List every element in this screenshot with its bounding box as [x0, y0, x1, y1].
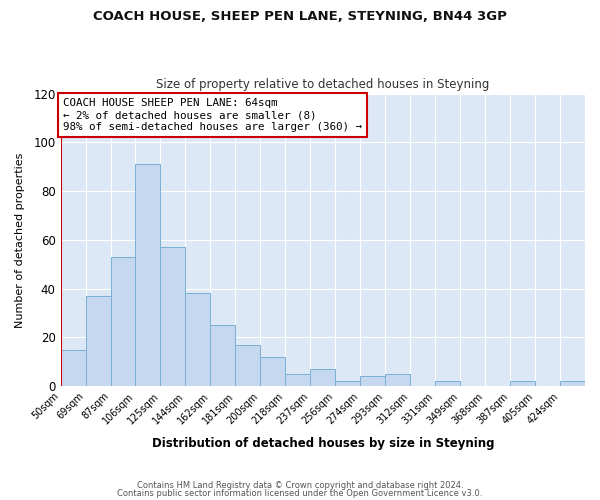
Text: Contains HM Land Registry data © Crown copyright and database right 2024.: Contains HM Land Registry data © Crown c…	[137, 481, 463, 490]
Bar	[211, 325, 235, 386]
Bar	[260, 357, 286, 386]
Bar	[235, 344, 260, 386]
Y-axis label: Number of detached properties: Number of detached properties	[15, 152, 25, 328]
Bar	[335, 381, 360, 386]
X-axis label: Distribution of detached houses by size in Steyning: Distribution of detached houses by size …	[152, 437, 494, 450]
Bar	[310, 369, 335, 386]
Bar	[435, 381, 460, 386]
Bar	[286, 374, 310, 386]
Text: Contains public sector information licensed under the Open Government Licence v3: Contains public sector information licen…	[118, 488, 482, 498]
Bar	[110, 257, 136, 386]
Bar	[510, 381, 535, 386]
Bar	[360, 376, 385, 386]
Text: COACH HOUSE, SHEEP PEN LANE, STEYNING, BN44 3GP: COACH HOUSE, SHEEP PEN LANE, STEYNING, B…	[93, 10, 507, 23]
Bar	[185, 294, 211, 386]
Bar	[136, 164, 160, 386]
Text: COACH HOUSE SHEEP PEN LANE: 64sqm
← 2% of detached houses are smaller (8)
98% of: COACH HOUSE SHEEP PEN LANE: 64sqm ← 2% o…	[63, 98, 362, 132]
Bar	[61, 350, 86, 386]
Title: Size of property relative to detached houses in Steyning: Size of property relative to detached ho…	[156, 78, 490, 91]
Bar	[560, 381, 585, 386]
Bar	[86, 296, 110, 386]
Bar	[160, 247, 185, 386]
Bar	[385, 374, 410, 386]
